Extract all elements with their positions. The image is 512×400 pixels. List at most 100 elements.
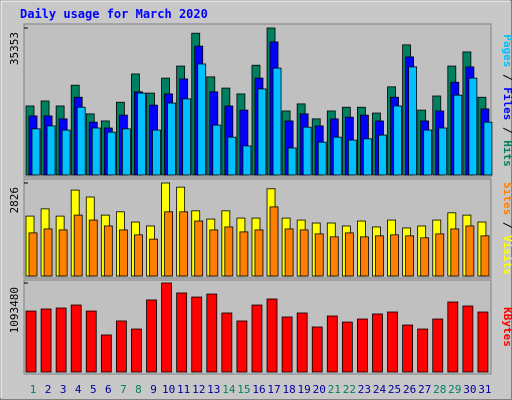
y-tick-label: 2826 bbox=[8, 187, 21, 214]
bar bbox=[194, 220, 204, 277]
bar bbox=[483, 121, 493, 176]
bar bbox=[447, 301, 459, 373]
bar bbox=[453, 94, 463, 176]
y-tick-label: 1093480 bbox=[8, 287, 21, 333]
bar bbox=[161, 282, 172, 373]
bar bbox=[390, 234, 399, 277]
x-tick-label: 23 bbox=[358, 383, 371, 396]
x-tick-label: 12 bbox=[192, 383, 205, 396]
bar bbox=[149, 238, 158, 277]
bar bbox=[375, 235, 384, 277]
bar bbox=[462, 305, 474, 373]
bar bbox=[480, 235, 490, 277]
bar bbox=[28, 232, 38, 277]
bar bbox=[254, 229, 264, 277]
bar bbox=[176, 292, 188, 373]
bar bbox=[224, 226, 234, 277]
bar bbox=[344, 232, 354, 277]
bar bbox=[73, 214, 83, 277]
bar bbox=[269, 206, 279, 277]
x-tick-label: 21 bbox=[328, 383, 341, 396]
bar bbox=[281, 316, 293, 373]
bar bbox=[357, 318, 368, 373]
bar bbox=[272, 67, 282, 176]
bar bbox=[191, 296, 203, 373]
x-tick-label: 20 bbox=[313, 383, 326, 396]
x-tick-label: 9 bbox=[150, 383, 157, 396]
bar bbox=[332, 136, 342, 176]
x-tick-label: 4 bbox=[75, 383, 82, 396]
bar bbox=[329, 236, 339, 277]
bar bbox=[25, 310, 37, 373]
bar bbox=[450, 228, 460, 277]
y-tick-label: 35353 bbox=[8, 32, 21, 65]
bar bbox=[311, 326, 323, 373]
bar bbox=[115, 320, 127, 373]
x-tick-label: 22 bbox=[343, 383, 356, 396]
bar bbox=[209, 229, 219, 277]
bar bbox=[302, 126, 312, 176]
x-tick-label: 14 bbox=[222, 383, 236, 396]
bar bbox=[118, 229, 128, 277]
bar bbox=[251, 304, 263, 373]
bar bbox=[212, 124, 222, 176]
chart-title: Daily usage for March 2020 bbox=[20, 7, 208, 21]
bar bbox=[287, 147, 297, 176]
y-axis-label: Pages / Files / Hits bbox=[501, 34, 512, 167]
bar bbox=[146, 299, 157, 373]
x-tick-label: 1 bbox=[30, 383, 37, 396]
bar bbox=[387, 311, 398, 373]
bar bbox=[106, 131, 116, 176]
bar bbox=[46, 125, 56, 176]
bar bbox=[408, 66, 418, 176]
bar bbox=[465, 225, 475, 277]
bar bbox=[435, 233, 445, 277]
x-tick-label: 7 bbox=[120, 383, 127, 396]
bar bbox=[152, 129, 161, 176]
x-tick-label: 13 bbox=[207, 383, 220, 396]
bar bbox=[227, 136, 237, 176]
bar bbox=[31, 128, 41, 176]
x-tick-label: 28 bbox=[433, 383, 446, 396]
bar bbox=[55, 307, 67, 373]
x-tick-label: 2 bbox=[45, 383, 52, 396]
bar bbox=[131, 328, 142, 373]
bar bbox=[197, 63, 207, 176]
x-tick-label: 16 bbox=[252, 383, 265, 396]
bar bbox=[179, 211, 189, 277]
x-tick-label: 17 bbox=[267, 383, 280, 396]
x-tick-label: 25 bbox=[388, 383, 401, 396]
x-tick-label: 11 bbox=[177, 383, 190, 396]
bar bbox=[61, 129, 71, 176]
bar bbox=[363, 138, 372, 176]
bar bbox=[432, 318, 444, 373]
bar bbox=[167, 102, 176, 176]
bar bbox=[266, 298, 278, 373]
bar bbox=[121, 128, 131, 176]
bar bbox=[468, 77, 478, 176]
x-tick-label: 31 bbox=[478, 383, 491, 396]
bar bbox=[378, 134, 387, 176]
bar bbox=[58, 229, 68, 277]
bar bbox=[438, 127, 448, 176]
bar bbox=[347, 139, 357, 176]
bar bbox=[372, 313, 383, 373]
bar bbox=[100, 334, 112, 373]
bar bbox=[360, 236, 369, 277]
bar bbox=[314, 233, 324, 277]
bar bbox=[221, 312, 233, 373]
bar bbox=[417, 328, 429, 373]
bar bbox=[182, 98, 192, 176]
x-tick-label: 15 bbox=[237, 383, 250, 396]
bar bbox=[236, 320, 248, 373]
x-tick-label: 8 bbox=[135, 383, 142, 396]
bar bbox=[296, 312, 308, 373]
bar bbox=[326, 315, 338, 373]
x-tick-label: 27 bbox=[418, 383, 431, 396]
bar bbox=[85, 310, 97, 373]
x-tick-label: 24 bbox=[373, 383, 387, 396]
bar bbox=[420, 237, 430, 277]
bar bbox=[40, 308, 52, 373]
